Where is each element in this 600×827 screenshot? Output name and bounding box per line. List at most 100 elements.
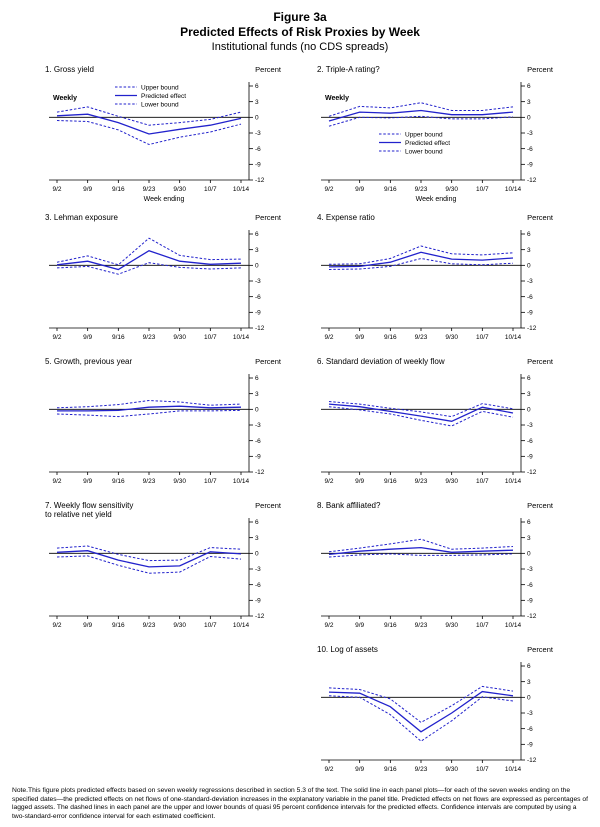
series-predicted-effect [328, 403, 514, 422]
x-tick-label: 10/14 [505, 334, 522, 341]
y-tick-label: -6 [527, 146, 533, 153]
chart-plot: 6 3 0 -3 -6 -9 -12 9/2 9/9 9/16 9/23 9/30 10/7 10/14 W… [49, 81, 265, 193]
x-tick-label: 9/30 [445, 478, 458, 485]
x-axis: 9/2 9/9 9/16 9/23 9/30 10/7 10/14 [49, 327, 250, 341]
series-predicted-effect [57, 405, 242, 412]
x-tick-label: 9/2 [324, 186, 333, 193]
x-tick-label: 9/16 [384, 334, 397, 341]
chart-title: 8. Bank affiliated? [317, 500, 381, 510]
y-tick-label: -9 [255, 597, 261, 604]
x-tick-label: 10/7 [204, 186, 217, 193]
series-predicted-effect [328, 251, 514, 268]
x-tick-label: 9/9 [355, 186, 364, 193]
x-tick-label: 9/23 [415, 766, 428, 773]
y-tick-label: -3 [255, 278, 261, 285]
y-tick-label: -9 [255, 161, 261, 168]
y-tick-label: 6 [527, 83, 531, 90]
y-tick-label: 0 [255, 406, 259, 413]
chart-panel-head: 6. Standard deviation of weekly flow Perc… [315, 357, 557, 370]
legend-label: Upper bound [141, 84, 179, 91]
y-axis-unit-label: Percent [527, 356, 553, 366]
chart-panel-7: 7. Weekly flow sensitivity to relative n… [43, 501, 285, 635]
y-tick-label: -12 [255, 177, 265, 184]
x-tick-label: 9/2 [324, 334, 333, 341]
y-tick-label: 6 [527, 663, 531, 670]
chart-panel-2: 2. Triple-A rating? Percent 6 3 0 -3 -6 -9 -12 9/… [315, 65, 557, 203]
chart-title: 3. Lehman exposure [45, 212, 118, 222]
figure-note: Note.This figure plots predicted effects… [12, 786, 588, 821]
y-tick-label: 6 [255, 231, 259, 238]
chart-plot: 6 3 0 -3 -6 -9 -12 9/2 9/9 9/16 9/23 9/30 10/7 10/14 [321, 373, 537, 485]
series-upper-bound [56, 106, 242, 126]
series-lower-bound [56, 119, 242, 145]
y-tick-label: 0 [527, 406, 531, 413]
series-upper-bound [328, 685, 514, 723]
y-axis-unit-label: Percent [255, 64, 281, 74]
y-tick-label: 3 [255, 535, 259, 542]
y-tick-label: -3 [527, 422, 533, 429]
y-tick-label: -3 [255, 422, 261, 429]
x-tick-label: 10/14 [233, 478, 250, 485]
x-tick-label: 9/2 [324, 766, 333, 773]
x-tick-label: 10/7 [476, 334, 489, 341]
series-lower-bound [328, 553, 514, 558]
x-tick-label: 9/23 [415, 186, 428, 193]
x-tick-label: 9/30 [173, 622, 186, 629]
x-tick-label: 9/16 [112, 186, 125, 193]
chart-title: 1. Gross yield [45, 64, 94, 74]
series-upper-bound [56, 399, 242, 409]
chart-plot: 6 3 0 -3 -6 -9 -12 9/2 9/9 9/16 9/23 9/30 10/7 10/14 [321, 229, 537, 341]
chart-panel-head: 5. Growth, previous year Percent [43, 357, 285, 370]
y-axis: 6 3 0 -3 -6 -9 -12 [520, 373, 537, 476]
x-tick-label: 9/23 [143, 478, 156, 485]
y-axis: 6 3 0 -3 -6 -9 -12 [520, 81, 537, 184]
y-tick-label: 3 [527, 99, 531, 106]
y-tick-label: 0 [255, 114, 259, 121]
series-lower-bound [328, 405, 514, 427]
x-tick-label: 9/9 [355, 478, 364, 485]
chart-plot: 6 3 0 -3 -6 -9 -12 9/2 9/9 9/16 9/23 9/30 10/7 10/14 [321, 517, 537, 629]
x-tick-label: 9/23 [143, 334, 156, 341]
weekly-annotation: Weekly [53, 95, 77, 102]
x-tick-label: 10/14 [505, 766, 522, 773]
series-upper-bound [328, 400, 514, 417]
x-tick-label: 9/30 [445, 334, 458, 341]
series-upper-bound [56, 237, 242, 266]
x-tick-label: 9/16 [384, 186, 397, 193]
x-tick-label: 10/14 [233, 334, 250, 341]
x-tick-label: 9/9 [355, 622, 364, 629]
chart-plot: 6 3 0 -3 -6 -9 -12 9/2 9/9 9/16 9/23 9/30 10/7 10/14 [49, 229, 265, 341]
x-tick-label: 10/7 [476, 766, 489, 773]
x-axis-title: Week ending [143, 195, 185, 203]
x-tick-label: 9/23 [415, 334, 428, 341]
x-tick-label: 9/9 [83, 622, 92, 629]
y-tick-label: 3 [527, 391, 531, 398]
y-axis: 6 3 0 -3 -6 -9 -12 [248, 373, 265, 476]
y-tick-label: -3 [527, 566, 533, 573]
x-tick-label: 9/30 [445, 622, 458, 629]
chart-panel-5: 5. Growth, previous year Percent 6 3 0 -3 -6 -9… [43, 357, 285, 491]
x-tick-label: 9/23 [143, 186, 156, 193]
x-tick-label: 10/7 [204, 478, 217, 485]
y-axis-unit-label: Percent [527, 644, 553, 654]
legend-label: Predicted effect [141, 93, 186, 100]
series-predicted-effect [328, 109, 514, 122]
chart-title: 6. Standard deviation of weekly flow [317, 356, 445, 366]
x-tick-label: 9/2 [52, 622, 61, 629]
x-axis-title: Week ending [415, 195, 457, 203]
x-tick-label: 9/16 [112, 334, 125, 341]
y-tick-label: -9 [255, 453, 261, 460]
y-tick-label: -12 [527, 469, 537, 476]
legend-label: Lower bound [405, 148, 443, 155]
y-tick-label: 6 [527, 519, 531, 526]
chart-panel-1: 1. Gross yield Percent 6 3 0 -3 -6 -9 -12 9/2 9/9 9… [43, 65, 285, 203]
x-tick-label: 9/30 [445, 186, 458, 193]
y-axis: 6 3 0 -3 -6 -9 -12 [520, 661, 537, 764]
chart-panel-head: 10. Log of assets Percent [315, 645, 557, 658]
chart-panel-8: 8. Bank affiliated? Percent 6 3 0 -3 -6 -9 -12 9/… [315, 501, 557, 635]
chart-panel-head: 8. Bank affiliated? Percent [315, 501, 557, 514]
y-tick-label: -9 [527, 453, 533, 460]
x-tick-label: 10/7 [476, 478, 489, 485]
